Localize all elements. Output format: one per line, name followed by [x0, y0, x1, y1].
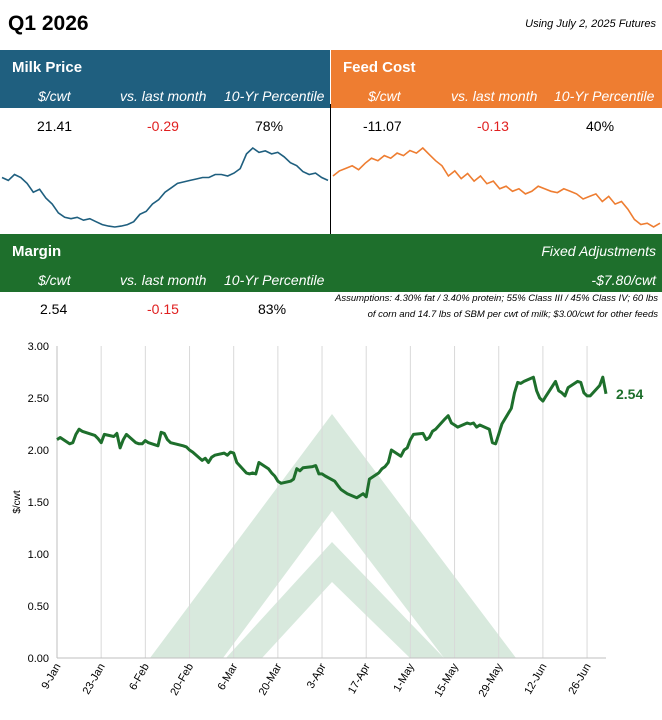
feed-sparkline: [332, 146, 661, 228]
x-tick-label: 6-Feb: [127, 662, 152, 693]
margin-header-bar: Margin Fixed Adjustments: [0, 234, 662, 268]
margin-percentile: 83%: [258, 301, 287, 317]
y-tick-label: 0.00: [28, 653, 49, 665]
futures-note: Using July 2, 2025 Futures: [525, 18, 656, 30]
feed-spark-line: [332, 146, 661, 228]
assumptions-note: Assumptions: 4.30% fat / 3.40% protein; …: [328, 291, 658, 323]
page-title: Q1 2026: [8, 12, 89, 35]
feed-percentile: 40%: [586, 118, 615, 134]
milk-price-header: Milk Price: [0, 50, 330, 84]
fixed-adjustments-label: Fixed Adjustments: [541, 243, 656, 259]
feed-change: -0.13: [477, 118, 509, 134]
assumptions-line-1: Assumptions: 4.30% fat / 3.40% protein; …: [335, 293, 658, 304]
panel-divider: [330, 104, 331, 236]
milk-spark-line: [1, 146, 329, 228]
y-tick-label: 1.50: [28, 497, 49, 509]
milk-change-label: vs. last month: [120, 88, 207, 104]
assumptions-line-2: of corn and 14.7 lbs of SBM per cwt of m…: [367, 309, 658, 320]
margin-column-header: $/cwt vs. last month 10-Yr Percentile -$…: [0, 268, 662, 292]
milk-percentile: 78%: [255, 118, 284, 134]
x-tick-label: 15-May: [432, 661, 461, 699]
milk-change: -0.29: [147, 118, 179, 134]
margin-chart: 0.00 0.50 1.00 1.50 2.00 2.50 3.00 9-Jan 23-Jan…: [12, 341, 643, 699]
x-tick-label: 12-Jun: [522, 662, 549, 697]
x-tick-label: 3-Apr: [305, 661, 329, 691]
x-tick-label: 20-Mar: [257, 661, 285, 697]
x-tick-label: 17-Apr: [346, 661, 373, 696]
x-tick-label: 26-Jun: [566, 662, 593, 697]
margin-unit-label: $/cwt: [38, 272, 71, 288]
milk-percentile-label: 10-Yr Percentile: [224, 88, 325, 104]
feed-percentile-label: 10-Yr Percentile: [554, 88, 655, 104]
fixed-adjustments-value: -$7.80/cwt: [591, 272, 656, 288]
milk-unit-label: $/cwt: [38, 88, 71, 104]
end-value-label: 2.54: [616, 386, 643, 402]
feed-cost-header: Feed Cost: [331, 50, 662, 84]
y-tick-label: 1.00: [28, 549, 49, 561]
feed-change-label: vs. last month: [451, 88, 538, 104]
margin-series-line: [56, 375, 608, 500]
y-tick-label: 2.50: [28, 393, 49, 405]
x-tick-label: 20-Feb: [168, 662, 196, 698]
milk-column-header: $/cwt vs. last month 10-Yr Percentile: [0, 84, 330, 108]
margin-value: 2.54: [40, 301, 68, 317]
x-tick-label: 1-May: [391, 661, 417, 694]
feed-value: -11.07: [363, 118, 402, 134]
x-tick-label: 23-Jan: [81, 662, 108, 697]
watermark-logo: [150, 414, 516, 658]
y-tick-label: 3.00: [28, 341, 49, 353]
feed-column-header: $/cwt vs. last month 10-Yr Percentile: [331, 84, 662, 108]
y-axis-title: $/cwt: [12, 490, 23, 514]
margin-header: Margin: [12, 243, 62, 260]
x-tick-label: 6-Mar: [216, 661, 241, 692]
watermark-inner-chevron: [226, 542, 444, 658]
x-tick-label: 9-Jan: [39, 662, 63, 692]
margin-percentile-label: 10-Yr Percentile: [224, 272, 325, 288]
x-tick-label: 29-May: [477, 661, 506, 699]
watermark-outer-chevron: [150, 414, 516, 658]
milk-sparkline: [1, 146, 329, 228]
y-tick-label: 2.00: [28, 445, 49, 457]
feed-unit-label: $/cwt: [368, 88, 401, 104]
milk-value: 21.41: [37, 118, 73, 134]
margin-change: -0.15: [147, 301, 179, 317]
margin-change-label: vs. last month: [120, 272, 207, 288]
y-tick-label: 0.50: [28, 601, 49, 613]
